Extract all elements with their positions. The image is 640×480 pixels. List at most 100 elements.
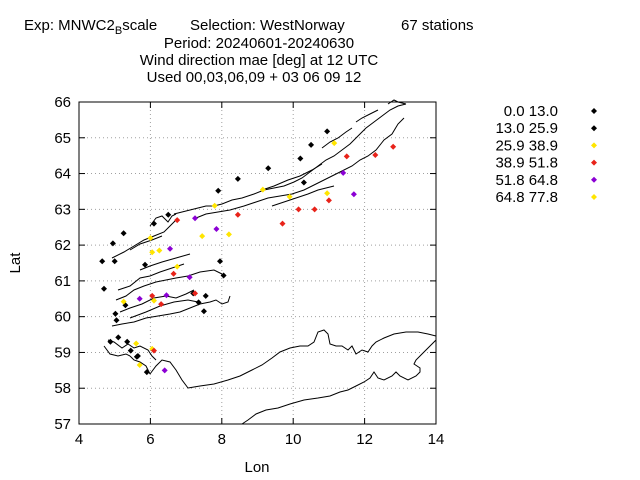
y-tick-label: 60 (54, 309, 71, 326)
data-point-series-3 (199, 233, 206, 240)
y-axis-label: Lat (7, 252, 24, 274)
data-point-series-4 (174, 217, 181, 224)
data-point-series-3 (136, 361, 143, 368)
data-point-series-3 (150, 297, 157, 304)
title-station-count: 67 stations (401, 17, 474, 34)
y-tick-label: 66 (54, 94, 71, 111)
title-period: Period: 20240601-20240630 (164, 35, 354, 52)
data-point-series-1 (234, 175, 241, 182)
data-point-series-3 (147, 234, 154, 241)
data-point-series-5 (136, 295, 143, 302)
data-point-series-1 (143, 369, 150, 376)
title-experiment: Exp: MNWC2Bscale (24, 17, 157, 37)
data-point-series-1 (165, 211, 172, 218)
legend-marker (591, 108, 597, 114)
data-point-series-4 (158, 301, 165, 308)
data-point-series-3 (225, 231, 232, 238)
legend-marker (591, 194, 597, 200)
x-tick-label: 12 (356, 431, 373, 448)
data-point-series-4 (343, 153, 350, 160)
data-point-series-1 (109, 240, 116, 247)
legend-label: 0.0 13.0 (504, 103, 558, 120)
legend-label: 25.9 38.9 (495, 137, 558, 154)
data-point-series-4 (170, 270, 177, 277)
data-point-series-5 (350, 191, 357, 198)
data-point-series-6 (120, 298, 127, 305)
y-tick-label: 62 (54, 237, 71, 254)
data-point-series-4 (325, 197, 332, 204)
data-point-series-3 (324, 190, 331, 197)
data-points (99, 128, 397, 376)
data-point-series-3 (259, 186, 266, 193)
data-point-series-1 (113, 317, 120, 324)
x-tick-label: 8 (218, 431, 226, 448)
data-point-series-3 (286, 193, 293, 200)
legend-label: 64.8 77.8 (495, 189, 558, 206)
y-tick-label: 57 (54, 416, 71, 433)
data-point-series-1 (127, 347, 134, 354)
data-point-series-4 (150, 347, 157, 354)
y-tick-label: 63 (54, 201, 71, 218)
x-axis-label: Lon (244, 459, 269, 476)
y-tick-label: 64 (54, 166, 71, 183)
data-point-series-5 (340, 169, 347, 176)
coastline (103, 99, 437, 425)
data-point-series-5 (186, 274, 193, 281)
data-point-series-1 (107, 338, 114, 345)
grid (79, 102, 436, 424)
data-point-series-1 (150, 220, 157, 227)
data-point-series-6 (156, 247, 163, 254)
axis-ticks: 4 6 8 10 12 14 57 58 59 60 61 62 63 64 65 66 (54, 94, 444, 448)
legend-label: 51.8 64.8 (495, 172, 558, 189)
legend: 0.0 13.013.0 25.925.9 38.938.9 51.851.8 … (495, 103, 597, 206)
data-point-series-4 (295, 206, 302, 213)
y-tick-label: 59 (54, 344, 71, 361)
data-point-series-3 (331, 140, 338, 147)
data-point-series-1 (134, 353, 141, 360)
data-point-series-4 (390, 143, 397, 150)
data-point-series-5 (163, 292, 170, 299)
data-point-series-3 (149, 249, 156, 256)
data-point-series-3 (174, 263, 181, 270)
data-point-series-3 (133, 340, 140, 347)
data-point-series-1 (111, 258, 118, 265)
data-point-series-1 (115, 334, 122, 341)
title-parameter: Wind direction mae [deg] at 12 UTC (140, 52, 379, 69)
data-point-series-4 (234, 211, 241, 218)
legend-label: 38.9 51.8 (495, 155, 558, 172)
data-point-series-1 (220, 272, 227, 279)
data-point-series-1 (215, 187, 222, 194)
legend-marker (591, 125, 597, 132)
data-point-series-1 (195, 299, 202, 306)
data-point-series-5 (192, 215, 199, 222)
data-point-series-5 (161, 367, 168, 374)
data-point-series-1 (202, 292, 209, 299)
data-point-series-1 (99, 258, 106, 265)
data-point-series-1 (100, 285, 107, 292)
data-point-series-1 (124, 338, 131, 345)
data-point-series-1 (324, 128, 331, 135)
data-point-series-4 (192, 290, 199, 297)
data-point-series-1 (308, 141, 315, 148)
chart-title: Exp: MNWC2Bscale Selection: WestNorway 6… (24, 17, 474, 86)
data-point-series-1 (217, 258, 224, 265)
legend-marker (591, 176, 597, 183)
y-tick-label: 58 (54, 380, 71, 397)
data-point-series-1 (200, 308, 207, 315)
data-point-series-4 (311, 206, 318, 213)
x-tick-label: 4 (75, 431, 83, 448)
legend-marker (591, 142, 597, 149)
data-point-series-5 (213, 226, 220, 233)
data-point-series-1 (120, 230, 127, 237)
legend-label: 13.0 25.9 (495, 120, 558, 137)
y-tick-label: 61 (54, 273, 71, 290)
x-tick-label: 10 (285, 431, 302, 448)
data-point-series-4 (372, 151, 379, 158)
data-point-series-3 (211, 202, 218, 209)
data-point-series-5 (167, 245, 174, 252)
data-point-series-1 (265, 165, 272, 172)
x-tick-label: 14 (428, 431, 445, 448)
data-point-series-2 (112, 310, 119, 317)
x-tick-label: 6 (146, 431, 154, 448)
legend-marker (591, 159, 597, 166)
